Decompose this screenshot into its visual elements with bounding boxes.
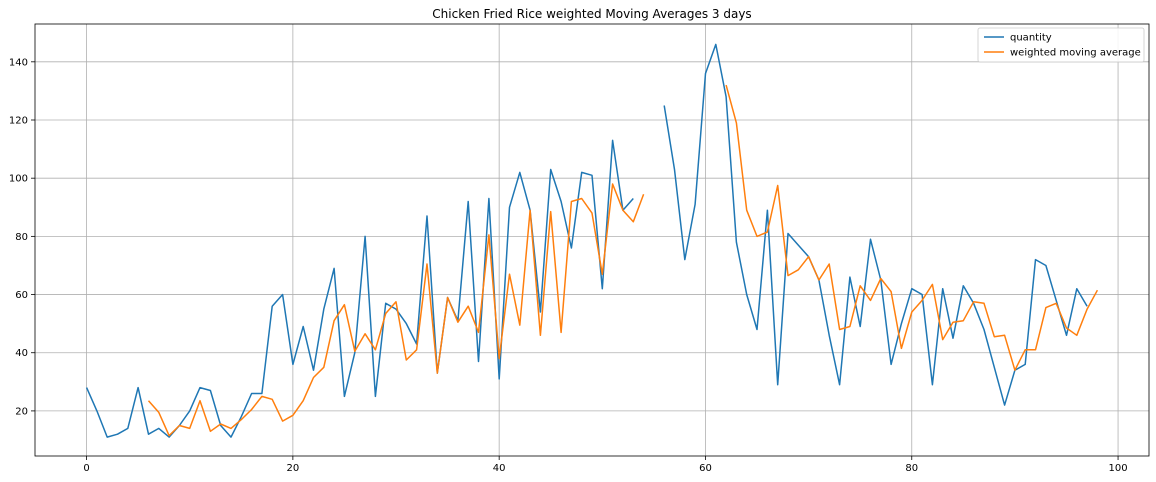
y-tick-label: 140 (9, 57, 28, 68)
y-tick-label: 40 (15, 348, 28, 359)
series-layer (85, 43, 1099, 438)
plot-area (35, 24, 1149, 456)
legend-box (977, 27, 1145, 63)
y-tick-label: 80 (15, 232, 28, 243)
series-line-weighted-moving-average (147, 84, 1099, 437)
y-tick-label: 100 (9, 174, 28, 185)
y-tick-label: 120 (9, 116, 28, 127)
plot-frame (34, 23, 1150, 457)
x-tick-label: 100 (1109, 463, 1128, 474)
x-tick-label: 60 (699, 463, 712, 474)
legend-label-weighted-moving-average: weighted moving average (1010, 48, 1141, 59)
x-tick-label: 40 (493, 463, 506, 474)
x-tick-label: 0 (83, 463, 89, 474)
tick-layer: 0 20 40 60 80 100 20 40 60 80 100 120 140 (9, 57, 1128, 474)
grid (35, 24, 1149, 456)
legend: quantity weighted moving average (977, 27, 1145, 63)
legend-label-quantity: quantity (1010, 33, 1052, 44)
y-tick-label: 60 (15, 290, 28, 301)
x-tick-label: 20 (287, 463, 300, 474)
x-tick-label: 80 (905, 463, 918, 474)
y-tick-label: 20 (15, 406, 28, 417)
chart-title: Chicken Fried Rice weighted Moving Avera… (432, 7, 751, 21)
